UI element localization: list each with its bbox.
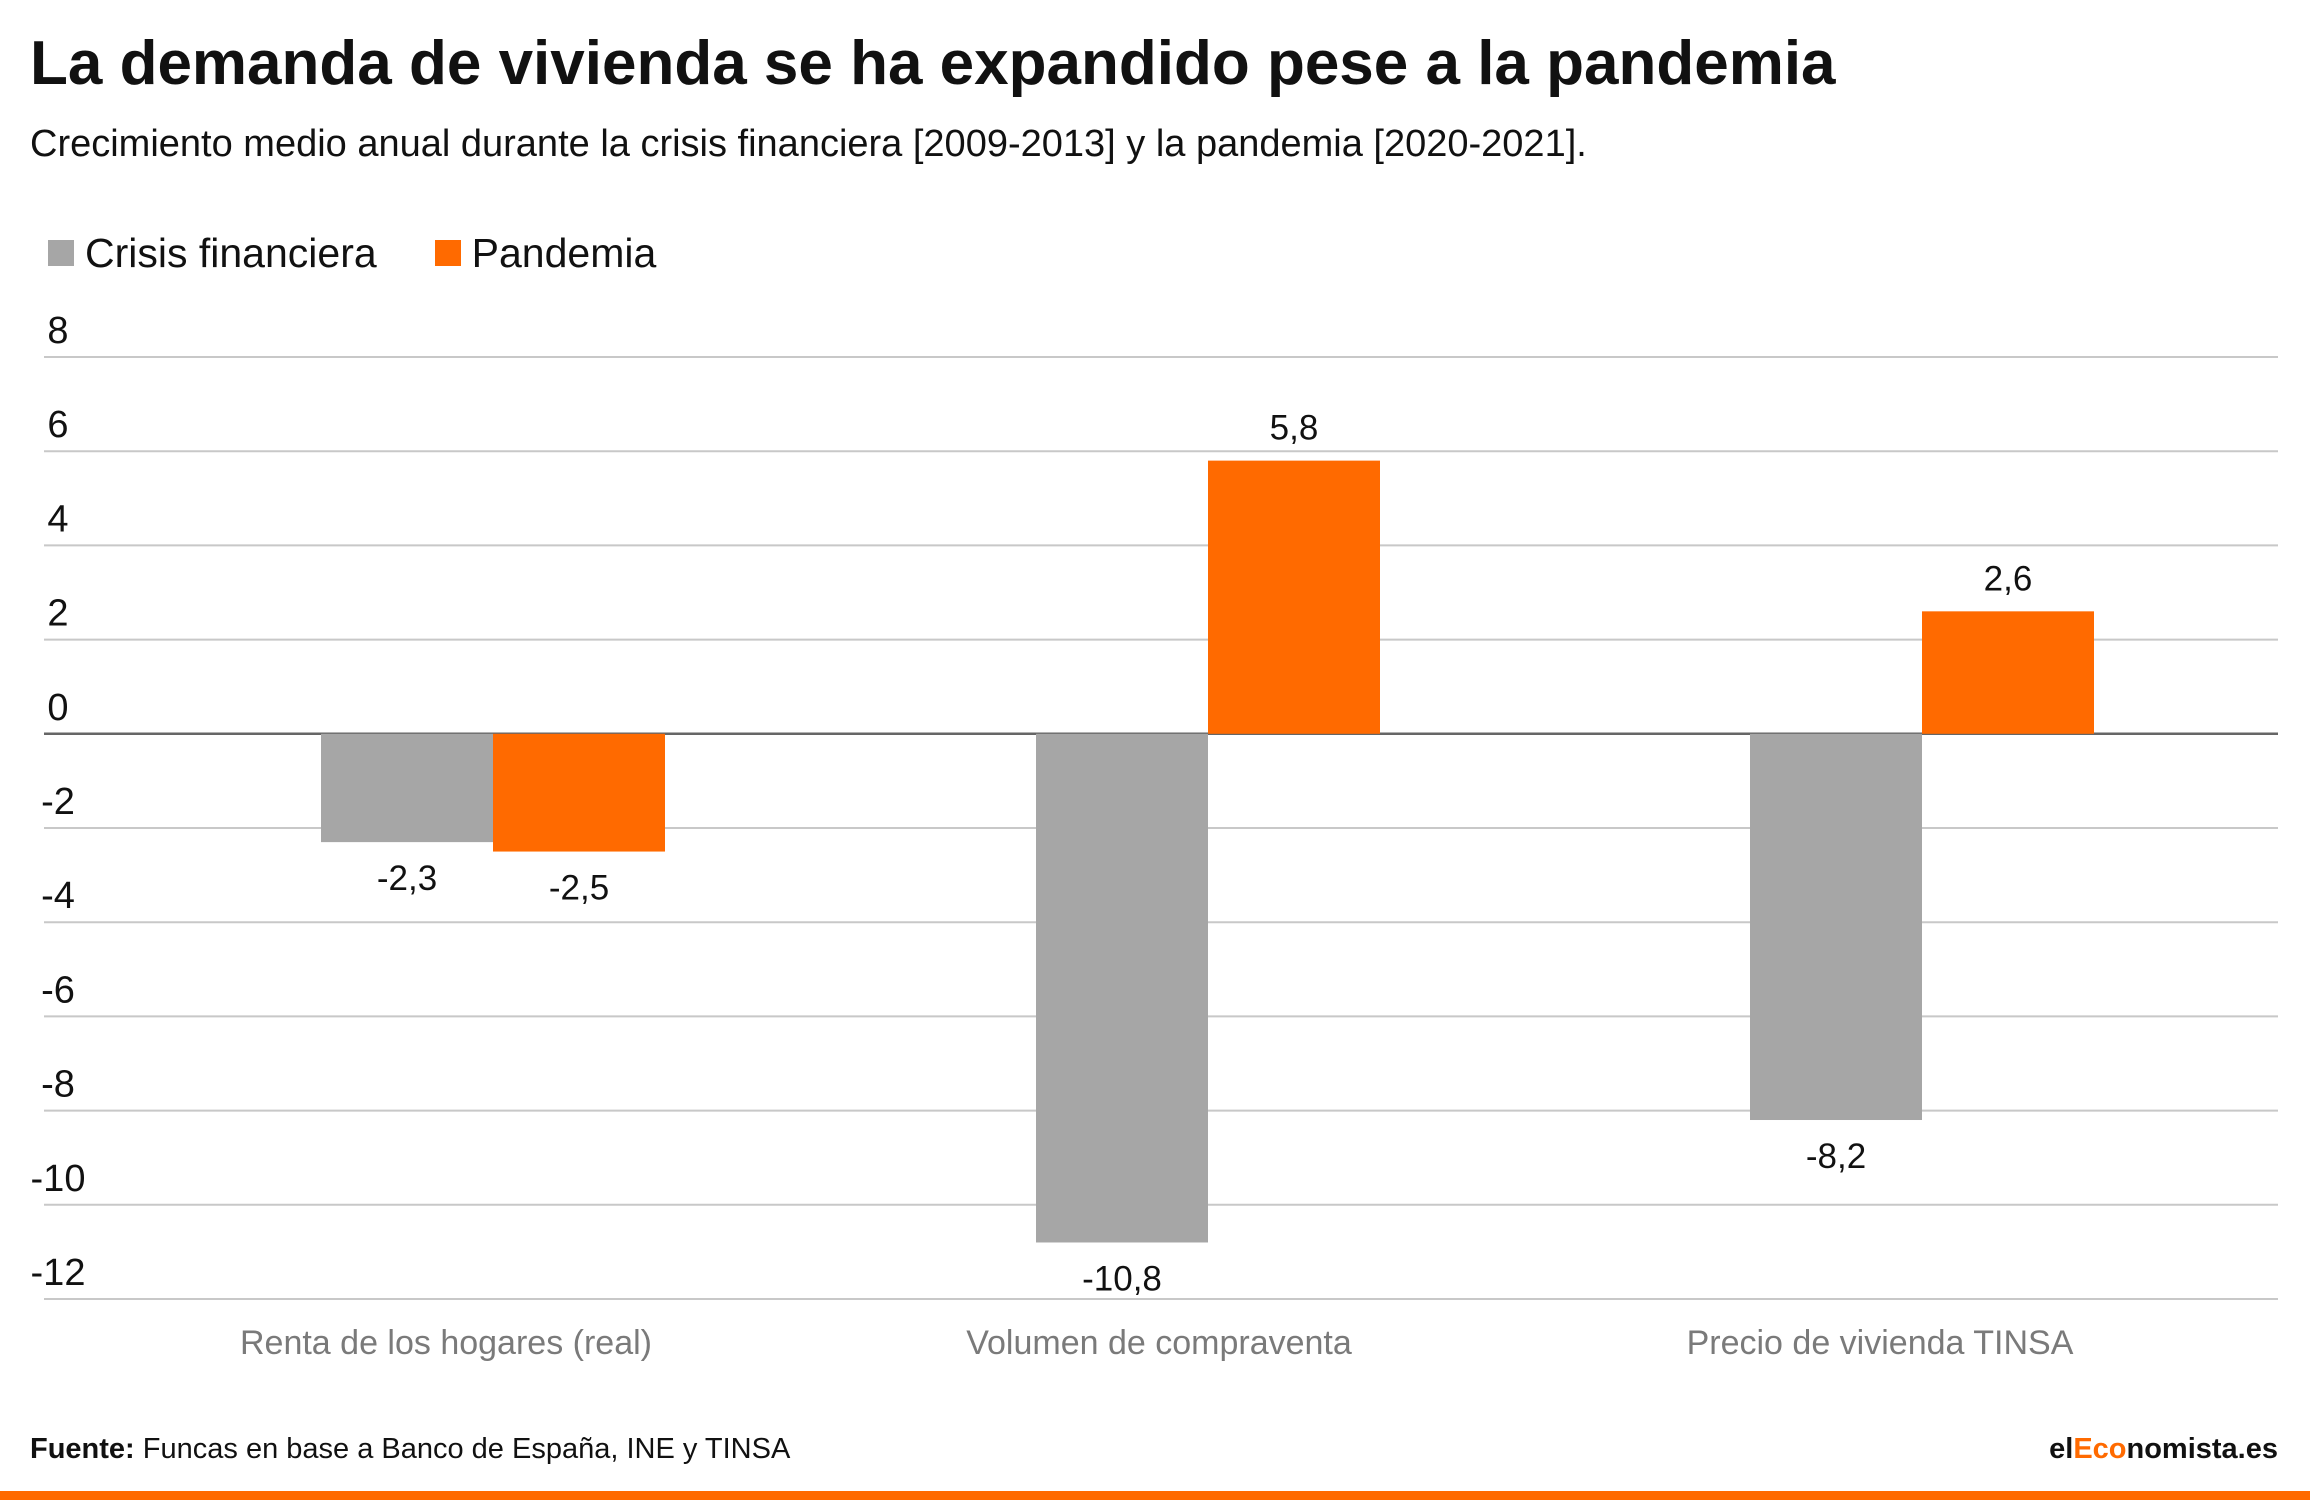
- brand-prefix: el: [2049, 1433, 2074, 1465]
- bar: [321, 733, 493, 843]
- x-category-label: Renta de los hogares (real): [240, 1324, 652, 1362]
- bar: [1750, 733, 1922, 1121]
- y-tick-label: 0: [47, 687, 68, 729]
- source-note: Fuente: Funcas en base a Banco de España…: [30, 1433, 790, 1466]
- y-tick-label: 8: [47, 310, 68, 352]
- legend-label-crisis-financiera: Crisis financiera: [85, 229, 377, 276]
- y-tick-label: -12: [31, 1252, 86, 1294]
- data-label: 2,6: [1984, 559, 2033, 598]
- bottom-accent-rule: [0, 1491, 2310, 1500]
- legend-label-pandemia: Pandemia: [471, 229, 657, 276]
- data-label: -2,3: [377, 859, 437, 898]
- bar: [1036, 733, 1208, 1243]
- data-label: -2,5: [549, 869, 609, 908]
- data-label: -10,8: [1082, 1259, 1162, 1298]
- source-label: Fuente:: [30, 1433, 135, 1465]
- y-tick-label: 4: [47, 498, 68, 540]
- chart-bars: [321, 460, 2094, 1243]
- chart-subtitle: Crecimiento medio anual durante la crisi…: [30, 123, 1587, 165]
- bar: [1208, 460, 1380, 734]
- y-tick-label: -6: [41, 969, 75, 1011]
- chart-title: La demanda de vivienda se ha expandido p…: [30, 29, 1836, 98]
- legend-item-pandemia: Pandemia: [434, 229, 657, 277]
- y-tick-label: -10: [31, 1158, 86, 1200]
- bar: [493, 733, 665, 852]
- legend-swatch-crisis-financiera: [48, 240, 74, 266]
- y-tick-label: -8: [41, 1064, 75, 1106]
- x-category-label: Volumen de compraventa: [966, 1324, 1352, 1362]
- y-tick-label: -2: [41, 781, 75, 823]
- x-category-label: Precio de vivienda TINSA: [1687, 1324, 2074, 1362]
- bar: [1922, 611, 2094, 734]
- y-tick-label: 2: [47, 593, 68, 635]
- brand-accent: Eco: [2073, 1433, 2127, 1465]
- brand-logo: elEconomista.es: [2049, 1433, 2278, 1466]
- legend-item-crisis-financiera: Crisis financiera: [48, 230, 377, 277]
- data-label: 5,8: [1270, 409, 1319, 448]
- legend: Crisis financiera Pandemia: [48, 226, 714, 280]
- y-tick-label: 6: [47, 404, 68, 446]
- data-labels: -2,3 -2,5 -10,8 5,8 -8,2 2,6: [377, 409, 2032, 1299]
- source-text: Funcas en base a Banco de España, INE y …: [142, 1433, 791, 1465]
- brand-suffix: nomista.es: [2126, 1433, 2279, 1465]
- data-label: -8,2: [1806, 1137, 1866, 1176]
- x-axis-categories: Renta de los hogares (real) Volumen de co…: [240, 1324, 2074, 1362]
- legend-swatch-pandemia: [434, 240, 461, 266]
- y-tick-label: -4: [41, 875, 75, 917]
- y-axis-ticks: 8 6 4 2 0 -2 -4 -6 -8 -10 -12: [31, 310, 86, 1294]
